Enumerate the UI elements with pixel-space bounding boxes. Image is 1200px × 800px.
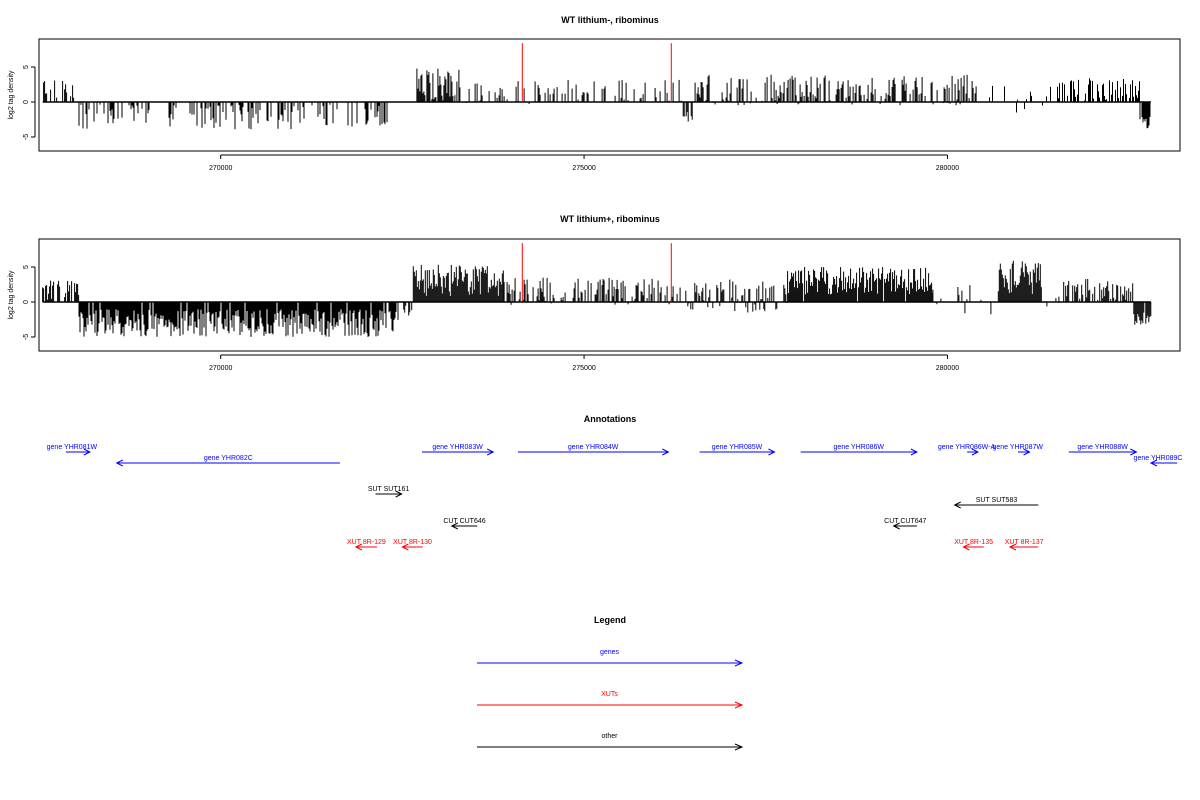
annotation-feature: SUT SUT583 <box>953 497 1039 509</box>
feature-label: gene YHR087W <box>993 444 1044 451</box>
annotation-feature: SUT SUT161 <box>368 486 410 498</box>
feature-arrowhead <box>401 543 409 551</box>
feature-arrowhead <box>354 543 363 551</box>
panel-2-y-axis: -5 0 5 <box>23 265 36 340</box>
panel-1-markers <box>521 43 672 102</box>
feature-label: XUT 8R-137 <box>1005 539 1044 546</box>
feature-label: gene YHR086W <box>834 444 885 451</box>
legend-arrowhead <box>734 743 744 751</box>
legend-items: genes XUTs other <box>477 649 744 751</box>
annotation-feature: gene YHR084W <box>517 444 670 456</box>
legend: Legend genes XUTs other <box>477 615 744 751</box>
feature-arrowhead <box>768 448 776 456</box>
feature-label: SUT SUT583 <box>976 497 1018 504</box>
feature-arrowhead <box>1149 459 1158 467</box>
feature-arrowhead <box>395 490 403 498</box>
feature-label: gene YHR084W <box>568 444 619 451</box>
legend-arrowhead <box>734 701 744 709</box>
x-tick-label: 270000 <box>209 165 232 172</box>
panel-1-x-axis: 270000 275000 280000 <box>209 154 959 172</box>
y-tick-label: 5 <box>23 65 30 69</box>
annotation-feature: XUT 8R-135 <box>954 539 993 551</box>
feature-arrowhead <box>83 448 91 456</box>
feature-arrowhead <box>1023 448 1031 456</box>
annotation-features: gene YHR081W gene YHR082C gene YHR083W gene… <box>47 444 1183 551</box>
panel-2-frame <box>38 238 1181 352</box>
feature-label: gene YHR081W <box>47 444 98 451</box>
feature-arrowhead <box>962 543 970 551</box>
feature-label: gene YHR089C <box>1134 455 1183 462</box>
panel-1-y-axis: -5 0 5 <box>23 65 36 140</box>
feature-label: CUT CUT646 <box>443 518 485 525</box>
x-tick-label: 280000 <box>936 365 959 372</box>
legend-label: XUTs <box>601 691 618 698</box>
feature-label: XUT 8R-130 <box>393 539 432 546</box>
annotation-feature: XUT 8R-129 <box>347 539 386 551</box>
feature-label: gene YHR085W <box>712 444 763 451</box>
legend-label: genes <box>600 649 620 656</box>
y-tick-label: 5 <box>23 265 30 269</box>
y-tick-label: -5 <box>23 334 30 340</box>
feature-label: XUT 8R-129 <box>347 539 386 546</box>
annotation-feature: gene YHR089C <box>1134 455 1183 467</box>
panel-2-bars <box>42 260 1152 337</box>
feature-arrowhead <box>1008 543 1017 551</box>
legend-arrowhead <box>734 659 744 667</box>
legend-label: other <box>602 733 619 740</box>
annotation-feature: gene YHR087W <box>993 444 1044 456</box>
feature-arrowhead <box>115 459 123 467</box>
y-tick-label: -5 <box>23 134 30 140</box>
annotation-feature: gene YHR088W <box>1068 444 1138 456</box>
annotation-feature: CUT CUT646 <box>443 518 486 530</box>
panel-lithium-plus: WT lithium+, ribominus log2 tag density … <box>8 214 1181 372</box>
annotation-feature: gene YHR082C <box>115 455 340 467</box>
feature-arrowhead <box>450 522 459 530</box>
annotation-feature: gene YHR083W <box>421 444 495 456</box>
panel-1-title: WT lithium-, ribominus <box>561 15 659 25</box>
feature-label: CUT CUT647 <box>884 518 926 525</box>
panel-2-markers <box>521 243 672 302</box>
feature-label: gene YHR082C <box>204 455 253 462</box>
annotation-feature: XUT 8R-130 <box>393 539 432 551</box>
panel-1-bars <box>42 68 1151 130</box>
annotation-feature: gene YHR086W <box>800 444 919 456</box>
annotation-feature: gene YHR085W <box>699 444 776 456</box>
feature-label: SUT SUT161 <box>368 486 410 493</box>
panel-2-x-axis: 270000 275000 280000 <box>209 354 959 372</box>
feature-label: gene YHR088W <box>1077 444 1128 451</box>
panel-1-frame <box>38 38 1181 152</box>
panel-1-ylabel: log2 tag density <box>8 70 15 120</box>
y-tick-label: 0 <box>23 300 30 304</box>
feature-arrowhead <box>910 448 919 456</box>
annotation-feature: gene YHR081W <box>47 444 98 456</box>
legend-item: other <box>477 733 744 751</box>
feature-arrowhead <box>1130 448 1138 456</box>
x-tick-label: 275000 <box>572 165 595 172</box>
feature-arrowhead <box>486 448 495 456</box>
legend-item: genes <box>477 649 744 667</box>
legend-item: XUTs <box>477 691 744 709</box>
annotation-feature: XUT 8R-137 <box>1005 539 1044 551</box>
x-tick-label: 280000 <box>936 165 959 172</box>
feature-label: gene YHR086W-A <box>938 444 996 451</box>
panel-2-ylabel: log2 tag density <box>8 270 15 320</box>
feature-arrowhead <box>971 448 980 456</box>
feature-arrowhead <box>662 448 670 456</box>
y-tick-label: 0 <box>23 100 30 104</box>
feature-arrowhead <box>892 522 900 530</box>
x-tick-label: 270000 <box>209 365 232 372</box>
legend-title: Legend <box>594 615 626 625</box>
x-tick-label: 275000 <box>572 365 595 372</box>
panel-2-title: WT lithium+, ribominus <box>560 214 660 224</box>
panel-lithium-minus: WT lithium-, ribominus log2 tag density … <box>8 15 1181 172</box>
annotation-feature: gene YHR086W-A <box>938 444 996 456</box>
feature-arrowhead <box>953 501 961 509</box>
feature-label: gene YHR083W <box>432 444 483 451</box>
feature-label: XUT 8R-135 <box>954 539 993 546</box>
annotations-title: Annotations <box>584 414 637 424</box>
annotation-feature: CUT CUT647 <box>884 518 927 530</box>
